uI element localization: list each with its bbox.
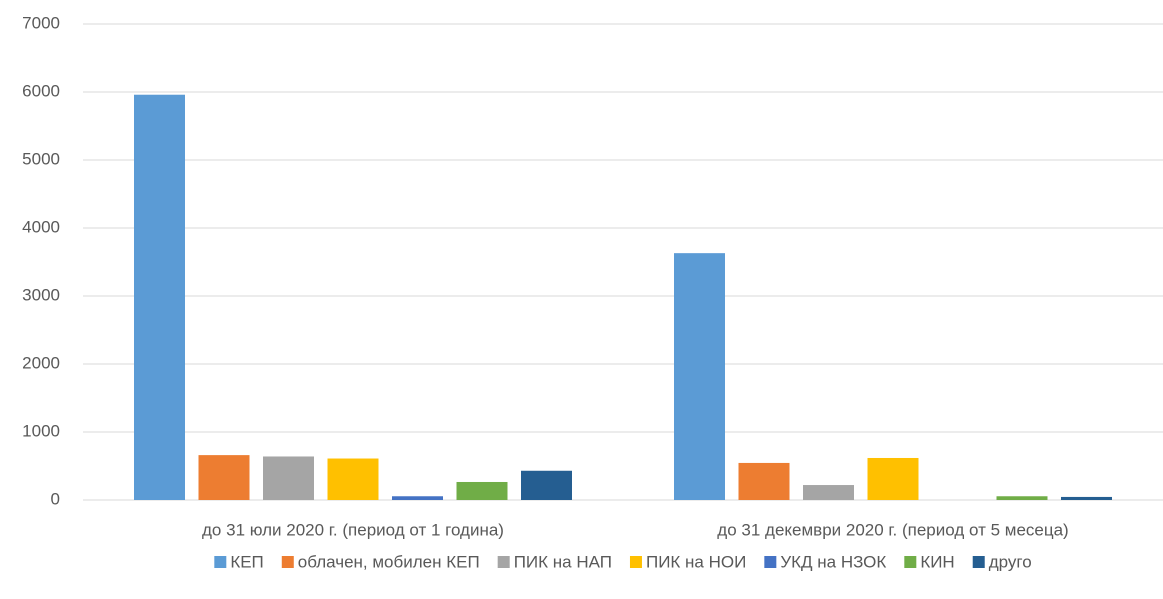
y-tick-label: 7000 [22, 13, 60, 32]
y-tick-label: 0 [51, 489, 60, 508]
legend-swatch [764, 556, 777, 568]
legend-swatch [214, 556, 227, 568]
bar [1061, 496, 1112, 500]
legend-label: друго [989, 552, 1032, 571]
y-tick-label: 3000 [22, 285, 60, 304]
legend-label: ПИК на НАП [514, 552, 612, 571]
legend-label: ПИК на НОИ [646, 552, 746, 571]
x-tick-label: до 31 юли 2020 г. (период от 1 година) [202, 520, 504, 539]
bar [803, 485, 854, 500]
bar [996, 496, 1048, 500]
legend-swatch [497, 556, 510, 568]
legend-label: облачен, мобилен КЕП [298, 552, 480, 571]
legend-label: КИН [920, 552, 954, 571]
legend-swatch [972, 556, 985, 568]
bar [867, 457, 919, 500]
y-tick-label: 2000 [22, 353, 60, 372]
y-tick-label: 5000 [22, 149, 60, 168]
legend-swatch [629, 556, 642, 568]
y-tick-label: 4000 [22, 217, 60, 236]
bar [134, 94, 185, 500]
x-tick-label: до 31 декември 2020 г. (период от 5 месе… [717, 520, 1068, 539]
bar [456, 481, 508, 500]
legend-swatch [281, 556, 294, 568]
bar [263, 456, 314, 500]
y-tick-label: 6000 [22, 81, 60, 100]
legend-label: УКД на НЗОК [780, 552, 886, 571]
bar [521, 470, 572, 500]
bar [392, 496, 443, 500]
y-tick-label: 1000 [22, 421, 60, 440]
legend-label: КЕП [230, 552, 263, 571]
bar [674, 253, 725, 500]
bar [327, 458, 379, 500]
legend-swatch [904, 556, 917, 568]
bar [738, 462, 790, 500]
bar [198, 455, 250, 500]
